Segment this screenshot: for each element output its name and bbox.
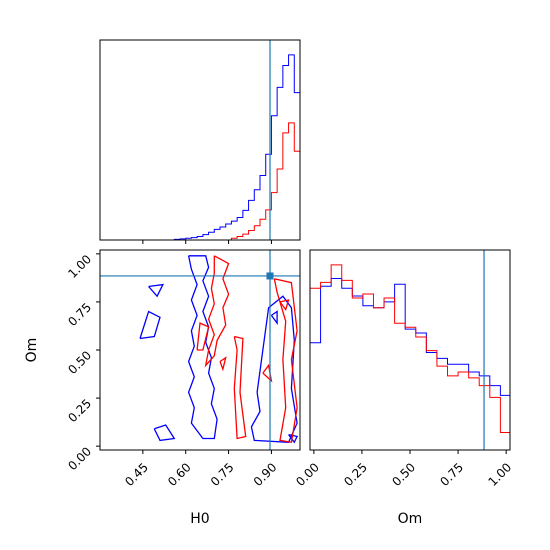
joint-contours [139, 255, 299, 444]
joint-truth-point [266, 272, 274, 280]
om-hist-series-1 [309, 264, 511, 450]
h0-marginal-frame [99, 39, 301, 241]
contour-series-0-0 [187, 255, 218, 440]
h0-axis-label: H0 [190, 511, 209, 527]
contour-series-0-1 [250, 295, 298, 443]
om-marginal-axis-label: Om [398, 511, 423, 527]
contour-series-1-2 [219, 356, 227, 372]
om-marginal-frame [309, 249, 511, 451]
contour-series-0-3 [139, 310, 161, 340]
om-hist-series-0 [309, 277, 511, 450]
contour-series-0-2 [148, 283, 165, 298]
contour-series-1-4 [273, 278, 298, 444]
contour-series-1-1 [196, 322, 210, 351]
contour-series-1-3 [233, 335, 247, 440]
joint-frame [99, 249, 301, 451]
contour-series-1-0 [204, 255, 230, 368]
om-histogram [309, 264, 511, 450]
contour-series-0-5 [270, 310, 278, 326]
h0-marginal-ticks [142, 240, 272, 244]
contour-series-1-6 [279, 299, 290, 312]
h0-marginal-panel [99, 39, 301, 244]
contour-series-0-4 [153, 424, 176, 442]
om-axis-label: Om [24, 338, 40, 363]
